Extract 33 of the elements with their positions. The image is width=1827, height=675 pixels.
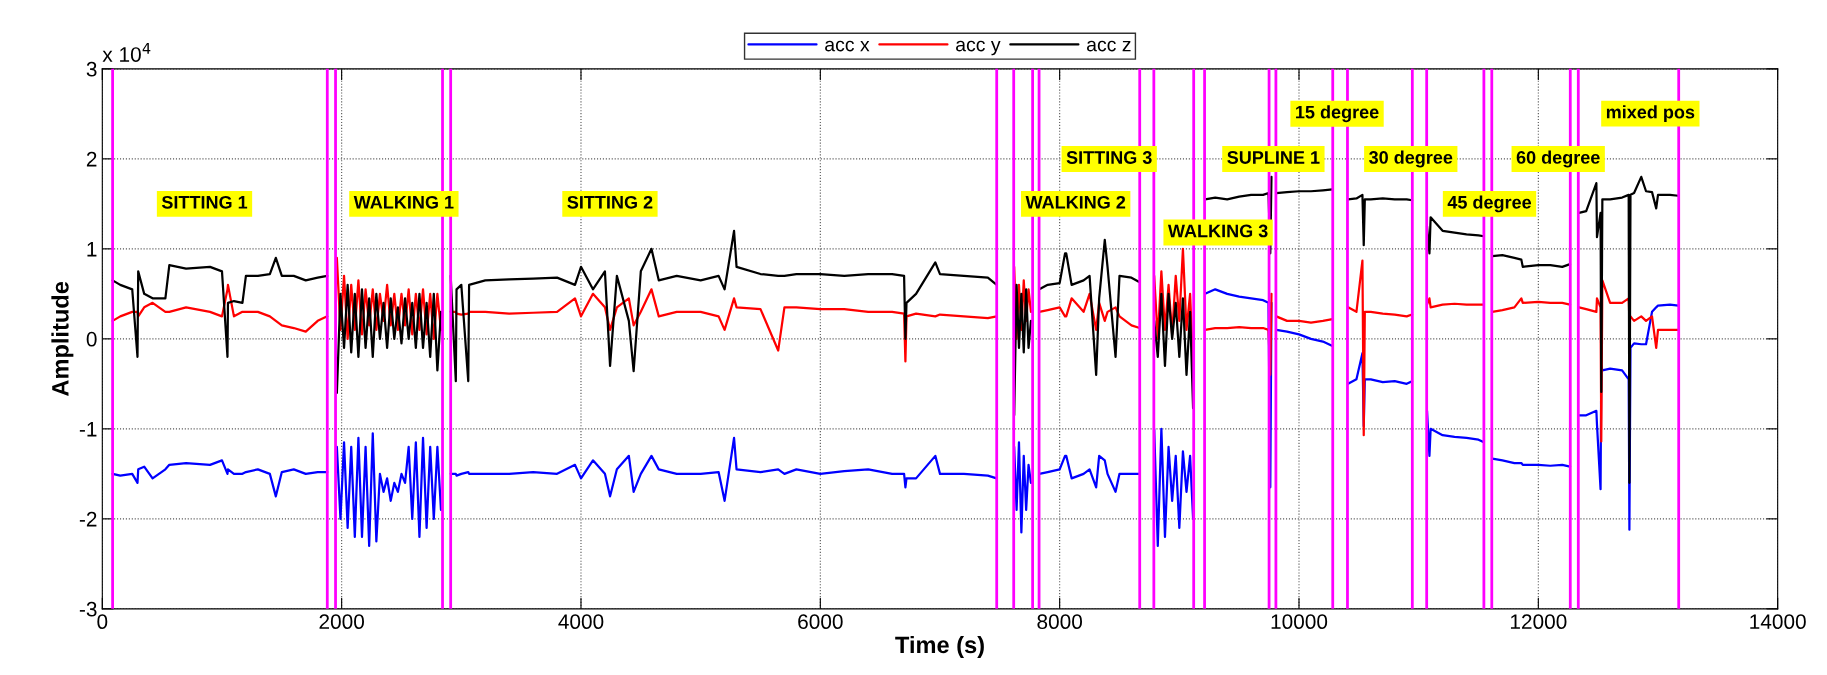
annotation: SITTING 2 (567, 195, 653, 209)
x-tick-label: 2000 (319, 614, 365, 630)
x-tick-label: 10000 (1271, 614, 1328, 630)
x-tick-label: 8000 (1037, 614, 1083, 630)
annotation: 15 degree (1296, 105, 1379, 123)
annotation: 60 degree (1516, 150, 1600, 168)
y-tick-label: 0 (86, 331, 97, 347)
y-axis-title: Amplitude (51, 281, 74, 396)
y-tick-label: -3 (79, 601, 97, 617)
y-tick-label: -2 (79, 511, 97, 527)
legend-label: acc x (825, 40, 870, 52)
x-tick-label: 12000 (1510, 614, 1567, 630)
annotation: WALKING 2 (1025, 195, 1126, 209)
legend-label: acc z (1086, 40, 1131, 52)
annotation: WALKING 1 (353, 195, 454, 209)
y-tick-label: -1 (79, 422, 97, 437)
annotation: 30 degree (1369, 150, 1453, 168)
annotation: SUPLINE 1 (1227, 151, 1320, 164)
y-tick-label: 3 (86, 61, 97, 77)
annotation: WALKING 3 (1167, 224, 1268, 238)
y-tick-label: 2 (86, 151, 97, 167)
x-tick-label: 4000 (558, 614, 604, 630)
legend-label: acc y (956, 40, 1001, 56)
annotation: mixed pos (1606, 105, 1695, 123)
x-tick-label: 14000 (1750, 614, 1806, 630)
text: x 10$^{4}$ (102, 43, 151, 62)
annotation: SITTING 1 (161, 195, 248, 209)
annotation: SITTING 3 (1066, 151, 1152, 164)
y-tick-label: 1 (87, 242, 97, 257)
x-axis-title: Time (s) (895, 635, 984, 658)
x-tick-label: 0 (97, 614, 108, 630)
annotation: 45 degree (1447, 195, 1532, 213)
x-tick-label: 6000 (798, 614, 843, 630)
